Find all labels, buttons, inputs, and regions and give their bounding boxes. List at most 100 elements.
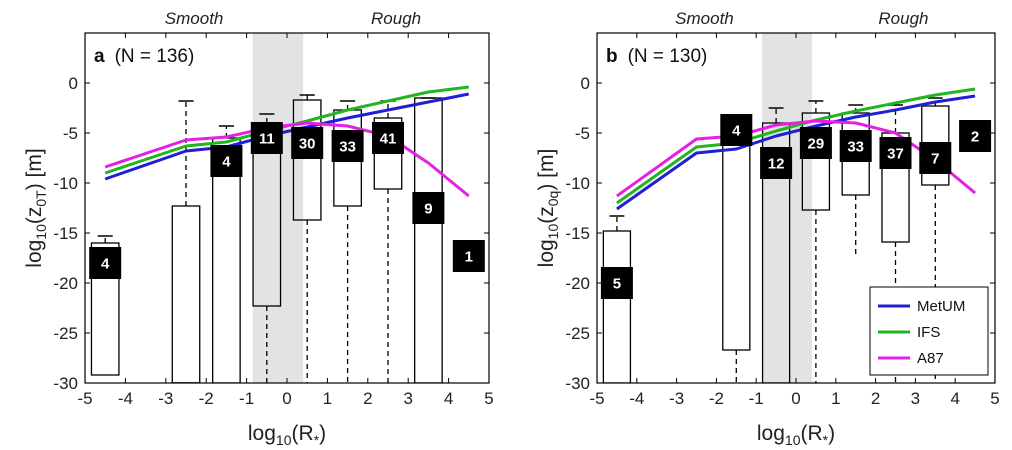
x-tick-label: 3: [403, 389, 412, 408]
x-tick-label: -5: [77, 389, 92, 408]
x-tick-label: 4: [444, 389, 453, 408]
legend-label-a87: A87: [917, 350, 944, 367]
box: [414, 97, 443, 383]
count-label: 2: [971, 129, 979, 146]
count-label: 11: [259, 131, 275, 148]
panel-letter: a: [94, 46, 105, 67]
count-label: 9: [424, 201, 432, 218]
y-tick-label: -10: [565, 174, 590, 193]
regime-label-rough: Rough: [878, 9, 928, 28]
legend: MetUM IFS A87: [869, 286, 989, 376]
x-tick-label: -2: [709, 389, 724, 408]
x-tick-label: -4: [118, 389, 133, 408]
x-tick-label: 1: [323, 389, 332, 408]
x-tick-label: -3: [669, 389, 684, 408]
y-tick-label: -10: [53, 174, 78, 193]
y-axis-label: log10(z0q) [m]: [535, 149, 561, 268]
x-tick-label: -5: [589, 389, 604, 408]
x-tick-label: -2: [199, 389, 214, 408]
x-tick-label: -1: [239, 389, 254, 408]
panel-letter: b: [606, 46, 618, 67]
count-label: 4: [101, 256, 110, 273]
box: [292, 99, 322, 221]
x-tick-label: 0: [791, 389, 800, 408]
y-tick-label: -30: [565, 374, 590, 393]
plot-area: [602, 33, 977, 383]
plot-area: [90, 33, 470, 383]
y-tick-label: -20: [53, 274, 78, 293]
series-line-a87: [104, 121, 470, 198]
x-axis-label: log10(R*): [248, 422, 326, 448]
count-label-bg: [412, 192, 445, 224]
regime-label-smooth: Smooth: [165, 9, 224, 28]
x-tick-label: 2: [363, 389, 372, 408]
x-tick-label: 5: [484, 389, 493, 408]
count-label: 4: [222, 154, 231, 171]
box: [90, 242, 120, 376]
box: [722, 117, 751, 351]
count-label: 33: [847, 139, 864, 156]
y-tick-label: -15: [565, 224, 590, 243]
x-tick-label: 0: [282, 389, 291, 408]
y-tick-label: -25: [565, 324, 590, 343]
count-label-bg: [372, 122, 404, 154]
count-label: 41: [380, 131, 397, 148]
regime-label-smooth: Smooth: [675, 9, 734, 28]
box: [602, 230, 632, 383]
box: [761, 122, 791, 383]
shaded-band: [252, 33, 304, 383]
y-tick-label: -5: [575, 124, 590, 143]
x-tick-label: 2: [871, 389, 880, 408]
count-label: 12: [768, 156, 785, 173]
count-label-bg: [760, 147, 793, 179]
y-tick-label: 0: [581, 74, 590, 93]
count-label: 1: [465, 249, 473, 266]
x-tick-label: -1: [749, 389, 764, 408]
count-label: 7: [931, 151, 939, 168]
count-label-bg: [959, 120, 992, 152]
count-label: 33: [339, 139, 356, 156]
count-label-bg: [600, 267, 633, 299]
count-label-bg: [291, 127, 324, 159]
y-tick-label: 0: [69, 74, 78, 93]
panel-title: b (N = 130): [606, 46, 707, 67]
count-label-bg: [331, 130, 364, 162]
count-label-bg: [919, 142, 952, 174]
shaded-band: [762, 33, 812, 383]
count-label: 30: [299, 136, 316, 153]
box: [171, 205, 201, 383]
x-tick-label: 4: [950, 389, 959, 408]
legend-label-ifs: IFS: [917, 324, 940, 341]
count-label-bg: [250, 122, 283, 154]
regime-label-rough: Rough: [371, 9, 421, 28]
count-label: 29: [808, 136, 825, 153]
x-tick-label: 5: [990, 389, 999, 408]
count-label: 5: [613, 276, 621, 293]
panel-count: (N = 130): [628, 46, 708, 67]
x-tick-label: -3: [158, 389, 173, 408]
count-label-bg: [210, 145, 243, 177]
y-tick-label: -25: [53, 324, 78, 343]
legend-label-metum: MetUM: [917, 298, 965, 315]
y-tick-label: -15: [53, 224, 78, 243]
count-label-bg: [720, 114, 753, 146]
box: [801, 112, 831, 211]
count-label: 37: [887, 146, 904, 163]
y-tick-label: -30: [53, 374, 78, 393]
count-label-bg: [799, 127, 832, 159]
count-label-bg: [89, 247, 122, 279]
series-line-metum: [616, 94, 976, 211]
count-label-bg: [879, 137, 912, 169]
x-tick-label: 1: [831, 389, 840, 408]
count-label-bg: [452, 240, 485, 272]
x-axis-label: log10(R*): [757, 422, 835, 448]
y-axis-label: log10(z0T) [m]: [23, 148, 49, 267]
y-tick-label: -5: [63, 124, 78, 143]
series-line-ifs: [104, 85, 469, 175]
count-label-bg: [839, 130, 872, 162]
y-tick-label: -20: [565, 274, 590, 293]
x-tick-label: 3: [911, 389, 920, 408]
panel-title: a (N = 136): [94, 46, 194, 67]
